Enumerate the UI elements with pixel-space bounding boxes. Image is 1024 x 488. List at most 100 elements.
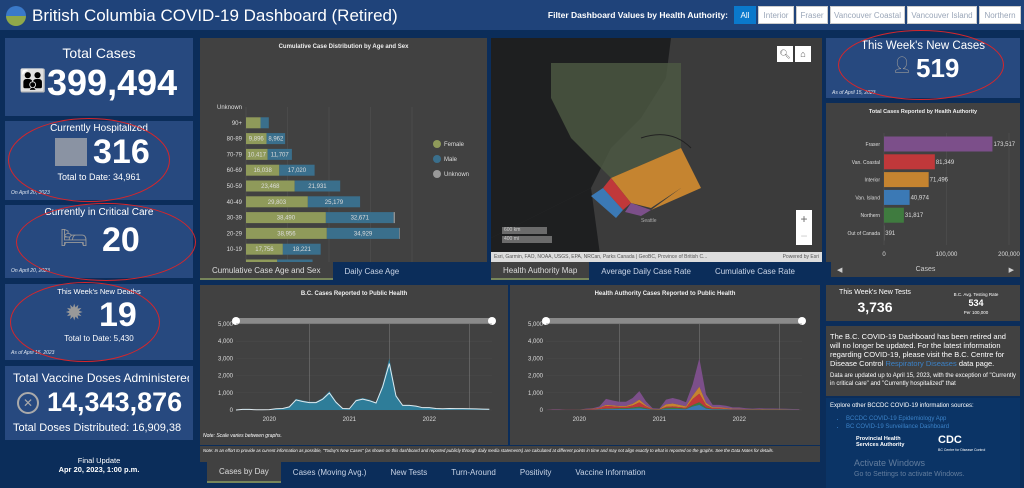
y-tick-label: 2,000 (528, 374, 544, 380)
tab-cumulative-case-rate[interactable]: Cumulative Case Rate (714, 266, 795, 276)
moving-average-line (235, 363, 490, 411)
bc-cases-chart: 0 1,000 2,000 3,000 4,000 5,000 2020 2021 2022 (218, 317, 496, 423)
bar-male (277, 259, 313, 262)
respiratory-diseases-link[interactable]: Respiratory Diseases (885, 359, 957, 368)
tab-cumulative-case-age-sex[interactable]: Cumulative Case Age and Sex (200, 262, 333, 280)
tab-cases-moving-avg[interactable]: Cases (Moving Avg.) (292, 468, 367, 477)
legend-swatch (433, 140, 441, 148)
bar-value-label: 391 (885, 231, 896, 237)
card-title: Total Cases (62, 45, 136, 61)
slider-handle-end (488, 317, 496, 325)
y-tick-label: 20-29 (227, 231, 243, 237)
ha-area-series (546, 358, 800, 410)
filter-vancouver-island-button[interactable]: Vancouver Island (907, 6, 977, 24)
bar-male (267, 148, 292, 160)
data-update-note: Data are updated up to April 15, 2023, w… (830, 373, 1016, 387)
ha-area-series (546, 386, 800, 410)
bar-female (246, 212, 326, 224)
legend-swatch (433, 170, 441, 178)
tab-health-authority-map[interactable]: Health Authority Map (491, 262, 590, 280)
card-title: This Week's New Deaths (57, 287, 141, 296)
syringe-icon: ✕ (17, 392, 39, 414)
powered-by-esri[interactable]: Powered by Esri (782, 254, 819, 260)
bar-female (246, 164, 280, 176)
x-tick-label: 2021 (343, 417, 357, 423)
bar-male (307, 196, 361, 208)
person-add-icon: 👤︎ (892, 57, 913, 74)
bar-value-label: 40,974 (911, 195, 930, 201)
y-tick-label: 1,000 (528, 391, 544, 397)
vaccine-card: Total Vaccine Doses Administered ✕ 14,34… (5, 366, 193, 440)
bar (884, 154, 935, 170)
bar (884, 136, 993, 152)
y-tick-label: Fraser (866, 142, 881, 148)
total-cases-value: 399,494 (47, 65, 178, 101)
header-bar: British Columbia COVID-19 Dashboard (Ret… (0, 0, 1024, 32)
city-label: Seattle (641, 218, 657, 224)
tab-average-daily-case-rate[interactable]: Average Daily Case Rate (601, 266, 691, 276)
explore-links: BCCDC COVID-19 Epidemiology App BC COVID… (846, 415, 949, 431)
tab-positivity[interactable]: Positivity (519, 468, 552, 477)
epidemiology-app-link[interactable]: BCCDC COVID-19 Epidemiology App (846, 415, 949, 423)
legend-swatch (433, 155, 441, 163)
ha-chart-xlabel: Cases (915, 266, 936, 273)
bar-male (260, 117, 269, 129)
ha-timeseries-chart: 0 1,000 2,000 3,000 4,000 5,000 2020 2021 2022 (528, 317, 806, 423)
scale-mi: 400 mi (502, 236, 552, 243)
notice-text-end: data page. (956, 359, 995, 368)
filter-vancouver-coastal-button[interactable]: Vancouver Coastal (830, 6, 905, 24)
filter-northern-button[interactable]: Northern (979, 6, 1021, 24)
ha-area-series (546, 393, 800, 410)
filter-all-button[interactable]: All (734, 6, 756, 24)
y-tick-label: 1,000 (218, 391, 234, 397)
bar-male (294, 180, 341, 192)
chart-title: Health Authority Cases Reported to Publi… (594, 291, 736, 297)
x-tick-label: 2022 (423, 417, 437, 423)
bar-female (246, 196, 308, 208)
y-tick-label: 60-69 (227, 168, 243, 174)
map-attribution: Esri, Garmin, FAO, NOAA, USGS, EPA, NRCa… (491, 252, 822, 262)
bar-female (246, 259, 278, 262)
bar-value-label: 8,962 (268, 137, 284, 143)
ha-timeseries-panel: Health Authority Cases Reported to Publi… (510, 285, 820, 445)
zoom-out-button[interactable]: − (796, 228, 812, 245)
y-tick-label: 90+ (232, 121, 243, 127)
bc-logo-icon (6, 6, 26, 26)
card-title: Currently in Critical Care (44, 207, 154, 218)
bc-cases-chart-panel: B.C. Cases Reported to Public Health 0 1,… (200, 285, 508, 445)
bar-female (246, 227, 327, 239)
prev-arrow-icon[interactable]: ◀ (837, 266, 843, 274)
critical-care-value: 20 (102, 221, 140, 259)
bar-value-label: 38,490 (277, 216, 296, 222)
tab-daily-case-age[interactable]: Daily Case Age (344, 266, 400, 276)
y-tick-label: Van. Island (855, 195, 880, 201)
vancouver-island-region (591, 188, 623, 218)
next-arrow-icon[interactable]: ▶ (1008, 266, 1014, 274)
surveillance-dashboard-link[interactable]: BC COVID-19 Surveillance Dashboard (846, 423, 949, 431)
bar (884, 172, 929, 188)
testing-rate-value: 534 (968, 298, 984, 308)
search-map-button[interactable]: 🔍︎ (777, 46, 793, 62)
fraser-region (625, 203, 651, 216)
attribution-text: Esri, Garmin, FAO, NOAA, USGS, EPA, NRCa… (494, 254, 708, 260)
zoom-in-button[interactable]: + (796, 210, 812, 228)
tab-new-tests[interactable]: New Tests (390, 468, 428, 477)
health-authority-map[interactable]: 🔍︎ ⌂ Seattle + − 600 km 400 mi Esri, Gar… (491, 38, 822, 262)
filter-fraser-button[interactable]: Fraser (796, 6, 828, 24)
activate-windows-watermark: Activate Windows (854, 458, 926, 468)
date-note: On April 20, 2023 (11, 190, 50, 196)
bar-value-label: 17,020 (288, 168, 307, 174)
tab-vaccine-information[interactable]: Vaccine Information (575, 468, 646, 477)
filter-interior-button[interactable]: Interior (758, 6, 794, 24)
data-note: Note: In an effort to provide as current… (200, 446, 820, 462)
x-tick-label: 100,000 (936, 252, 958, 258)
y-tick-label: 50-59 (227, 184, 243, 190)
bar-value-label: 11,707 (271, 152, 290, 158)
hospitalized-total: Total to Date: 34,961 (57, 172, 141, 182)
home-extent-button[interactable]: ⌂ (795, 46, 811, 62)
y-tick-label: 5,000 (528, 322, 544, 328)
y-tick-label: 40-49 (227, 200, 243, 206)
tab-turn-around[interactable]: Turn-Around (451, 468, 496, 477)
tab-cases-by-day[interactable]: Cases by Day (207, 462, 281, 483)
deaths-total: Total to Date: 5,430 (64, 334, 134, 343)
